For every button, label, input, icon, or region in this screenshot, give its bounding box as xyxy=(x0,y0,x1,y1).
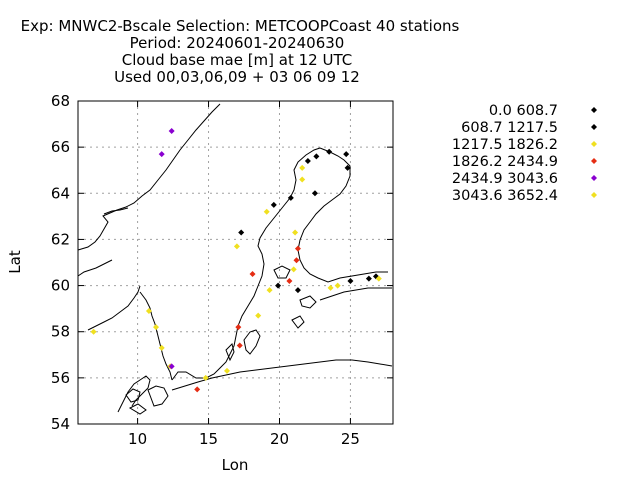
data-point xyxy=(334,282,341,289)
legend-entry-label: 1217.5 1826.2 xyxy=(452,137,558,153)
x-tick-label: 10 xyxy=(128,430,147,448)
data-point xyxy=(313,153,320,160)
data-point xyxy=(326,148,333,155)
legend-entry-label: 0.0 608.7 xyxy=(489,103,558,119)
data-point xyxy=(299,176,306,183)
x-tick-label: 25 xyxy=(341,430,360,448)
data-point xyxy=(347,277,354,284)
data-point xyxy=(287,194,294,201)
data-point xyxy=(270,201,277,208)
data-point xyxy=(343,151,350,158)
data-point xyxy=(233,243,240,250)
y-tick-label: 60 xyxy=(51,277,70,295)
data-point xyxy=(263,208,270,215)
chart-title-line3: Cloud base mae [m] at 12 UTC xyxy=(122,51,352,69)
data-point xyxy=(202,374,209,381)
data-point xyxy=(365,275,372,282)
data-point xyxy=(327,284,334,291)
data-point xyxy=(286,277,293,284)
x-tick-label: 20 xyxy=(270,430,289,448)
legend-entry-label: 2434.9 3043.6 xyxy=(452,171,558,187)
data-point xyxy=(238,229,245,236)
plot-area: 10 15 20 25 54 56 58 60 62 64 66 68 xyxy=(51,92,394,448)
data-point xyxy=(236,342,243,349)
data-point xyxy=(275,282,282,289)
chart-title-line1: Exp: MNWC2-Bscale Selection: METCOOPCoas… xyxy=(21,17,460,35)
data-point xyxy=(294,245,301,252)
data-point xyxy=(304,157,311,164)
x-tick-label: 15 xyxy=(199,430,218,448)
legend-entry-marker xyxy=(591,158,597,164)
axis-ticks: 10 15 20 25 54 56 58 60 62 64 66 68 xyxy=(51,92,393,448)
data-point xyxy=(158,151,165,158)
y-tick-label: 64 xyxy=(51,184,70,202)
data-point xyxy=(375,275,382,282)
y-axis-label: Lat xyxy=(6,250,24,274)
legend-entry-label: 608.7 1217.5 xyxy=(461,120,558,136)
data-point xyxy=(168,363,175,370)
data-points xyxy=(90,127,382,393)
grid-lines xyxy=(78,100,393,425)
data-point xyxy=(299,164,306,171)
data-point xyxy=(266,287,273,294)
legend-entry-marker xyxy=(591,192,597,198)
data-point xyxy=(145,307,152,314)
data-point xyxy=(290,266,297,273)
chart-title-line4: Used 00,03,06,09 + 03 06 09 12 xyxy=(114,68,360,86)
legend-entry-label: 1826.2 2434.9 xyxy=(452,154,558,170)
legend-entry-label: 3043.6 3652.4 xyxy=(452,188,558,204)
data-point xyxy=(294,287,301,294)
data-point xyxy=(235,324,242,331)
y-tick-label: 56 xyxy=(51,369,70,387)
coastline-map xyxy=(77,103,393,415)
legend-entry-marker xyxy=(591,124,597,130)
x-axis-label: Lon xyxy=(222,456,249,474)
data-point xyxy=(90,328,97,335)
y-tick-label: 62 xyxy=(51,230,70,248)
chart-title-line2: Period: 20240601-20240630 xyxy=(130,34,345,52)
legend-entry-marker xyxy=(591,107,597,113)
data-point xyxy=(194,386,201,393)
data-point xyxy=(223,367,230,374)
y-tick-label: 66 xyxy=(51,138,70,156)
data-point xyxy=(311,190,318,197)
legend-entry-marker xyxy=(591,141,597,147)
data-point xyxy=(249,271,256,278)
data-point xyxy=(292,229,299,236)
data-point xyxy=(158,344,165,351)
y-tick-label: 68 xyxy=(51,92,70,110)
data-point xyxy=(168,127,175,134)
data-point xyxy=(344,164,351,171)
y-tick-label: 54 xyxy=(51,415,70,433)
plot-frame xyxy=(77,100,394,425)
data-point xyxy=(293,257,300,264)
data-point xyxy=(255,312,262,319)
y-tick-label: 58 xyxy=(51,323,70,341)
legend-entry-marker xyxy=(591,175,597,181)
data-point xyxy=(153,324,160,331)
